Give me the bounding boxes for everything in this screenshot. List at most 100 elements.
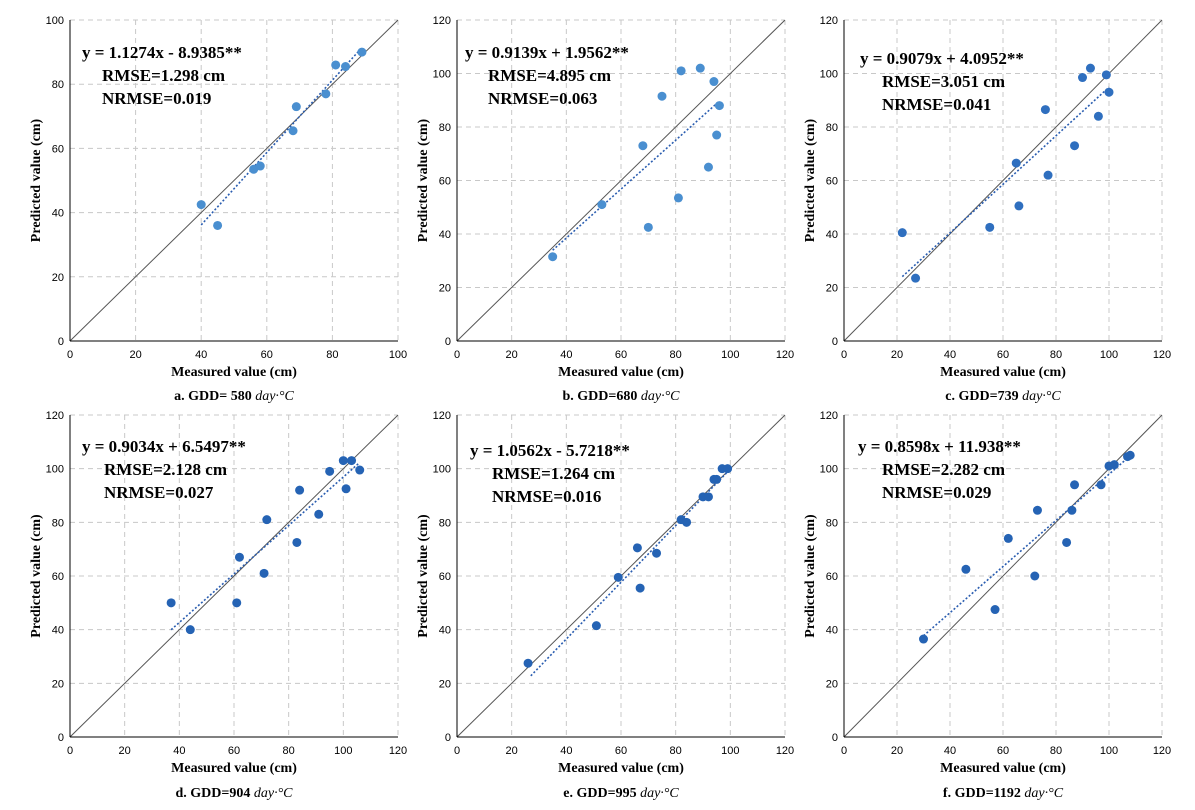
panel-a: 00 20 20 40 40 60 60 80 80 100 100 Measured value … [29, 15, 407, 404]
panel-f: 00 20 20 40 40 60 60 80 80 100 100 120 120 Measured … [803, 410, 1171, 801]
y-tick-label: 0 [445, 732, 451, 744]
data-point [897, 228, 907, 238]
trend-line [552, 100, 720, 251]
x-tick-label: 120 [1153, 349, 1171, 361]
y-tick-label: 20 [826, 283, 838, 295]
caption-label: c. GDD=739 [945, 389, 1022, 404]
data-point [1070, 480, 1080, 490]
x-tick-label: 20 [891, 745, 903, 757]
data-point [321, 89, 331, 99]
data-point [338, 456, 348, 466]
tick-labels: 00 20 20 40 40 60 60 80 80 100 100 120 120 [433, 15, 795, 361]
regression-equation: y = 0.8598x + 11.938** [858, 437, 1021, 456]
x-tick-label: 100 [721, 349, 739, 361]
data-point [961, 564, 971, 574]
plot-area [844, 415, 1162, 737]
y-tick-label: 40 [439, 229, 451, 241]
y-tick-label: 80 [826, 122, 838, 134]
data-point [1043, 170, 1053, 180]
y-tick-label: 120 [820, 15, 838, 27]
trend-line [901, 86, 1110, 278]
nrmse-label: NRMSE=0.029 [882, 483, 991, 502]
caption-label: a. GDD= 580 [174, 389, 255, 404]
caption-label: f. GDD=1192 [943, 786, 1024, 801]
data-point [632, 543, 642, 553]
x-tick-label: 80 [1050, 349, 1062, 361]
data-point [985, 222, 995, 232]
y-tick-label: 40 [826, 229, 838, 241]
data-point [1125, 450, 1135, 460]
y-tick-label: 100 [433, 464, 451, 476]
y-tick-label: 80 [439, 122, 451, 134]
tick-labels: 00 20 20 40 40 60 60 80 80 100 100 120 120 [820, 15, 1172, 361]
data-point [1062, 537, 1072, 547]
panel-d: 00 20 20 40 40 60 60 80 80 100 100 120 120 Measured … [29, 410, 407, 801]
y-tick-label: 120 [433, 15, 451, 27]
x-tick-label: 40 [560, 349, 572, 361]
x-tick-label: 80 [283, 745, 295, 757]
y-tick-label: 60 [439, 176, 451, 188]
x-tick-label: 40 [173, 745, 185, 757]
x-tick-label: 100 [1100, 349, 1118, 361]
data-point [638, 141, 648, 151]
x-tick-label: 60 [997, 349, 1009, 361]
panel-caption: d. GDD=904 day·°C [175, 786, 293, 801]
data-point [712, 130, 722, 140]
x-axis-label: Measured value (cm) [171, 761, 297, 776]
x-tick-label: 100 [334, 745, 352, 757]
panel-caption: f. GDD=1192 day·°C [943, 786, 1064, 801]
data-point [1104, 87, 1114, 97]
tick-labels: 00 20 20 40 40 60 60 80 80 100 100 120 120 [820, 410, 1172, 757]
rmse-label: RMSE=2.282 cm [882, 460, 1005, 479]
data-point [919, 634, 928, 644]
data-point [709, 77, 719, 87]
y-tick-label: 20 [439, 678, 451, 690]
plot-area [70, 415, 398, 737]
panel-caption: c. GDD=739 day·°C [945, 389, 1061, 404]
x-axis-label: Measured value (cm) [558, 365, 684, 380]
caption-unit: day·°C [254, 786, 293, 801]
data-point [185, 625, 195, 635]
y-axis-label: Predicted value (cm) [29, 118, 44, 242]
x-tick-label: 120 [776, 745, 794, 757]
data-point [331, 60, 341, 70]
x-tick-label: 60 [615, 349, 627, 361]
x-tick-label: 120 [776, 349, 794, 361]
y-tick-label: 40 [439, 625, 451, 637]
data-point [548, 252, 558, 262]
nrmse-label: NRMSE=0.027 [104, 483, 214, 502]
x-tick-label: 20 [119, 745, 131, 757]
data-point [295, 485, 305, 495]
x-tick-label: 20 [129, 349, 141, 361]
data-point [657, 91, 667, 101]
regression-equation: y = 0.9139x + 1.9562** [465, 43, 629, 62]
rmse-label: RMSE=2.128 cm [104, 460, 227, 479]
data-point [292, 537, 302, 547]
trend-line [200, 47, 363, 226]
y-axis-label: Predicted value (cm) [803, 118, 818, 242]
data-point [523, 658, 533, 668]
regression-equation: y = 0.9079x + 4.0952** [860, 49, 1024, 68]
data-point [695, 63, 705, 73]
data-point [1040, 105, 1050, 115]
data-point [714, 101, 724, 111]
data-point [1030, 571, 1040, 581]
x-tick-label: 20 [506, 745, 518, 757]
tick-labels: 00 20 20 40 40 60 60 80 80 100 100 120 120 [46, 410, 408, 757]
x-tick-label: 60 [997, 745, 1009, 757]
y-axis-label: Predicted value (cm) [416, 514, 431, 638]
y-tick-label: 100 [820, 464, 838, 476]
panel-caption: a. GDD= 580 day·°C [174, 389, 294, 404]
data-point [314, 509, 324, 519]
y-tick-label: 0 [58, 336, 64, 348]
y-axis-label: Predicted value (cm) [803, 514, 818, 638]
caption-unit: day·°C [640, 786, 679, 801]
regression-equation: y = 1.0562x - 5.7218** [470, 441, 630, 460]
x-tick-label: 100 [1100, 745, 1118, 757]
data-point [1101, 70, 1111, 80]
data-point [325, 466, 335, 476]
data-point [262, 515, 272, 525]
x-tick-label: 60 [615, 745, 627, 757]
y-tick-label: 100 [820, 69, 838, 81]
